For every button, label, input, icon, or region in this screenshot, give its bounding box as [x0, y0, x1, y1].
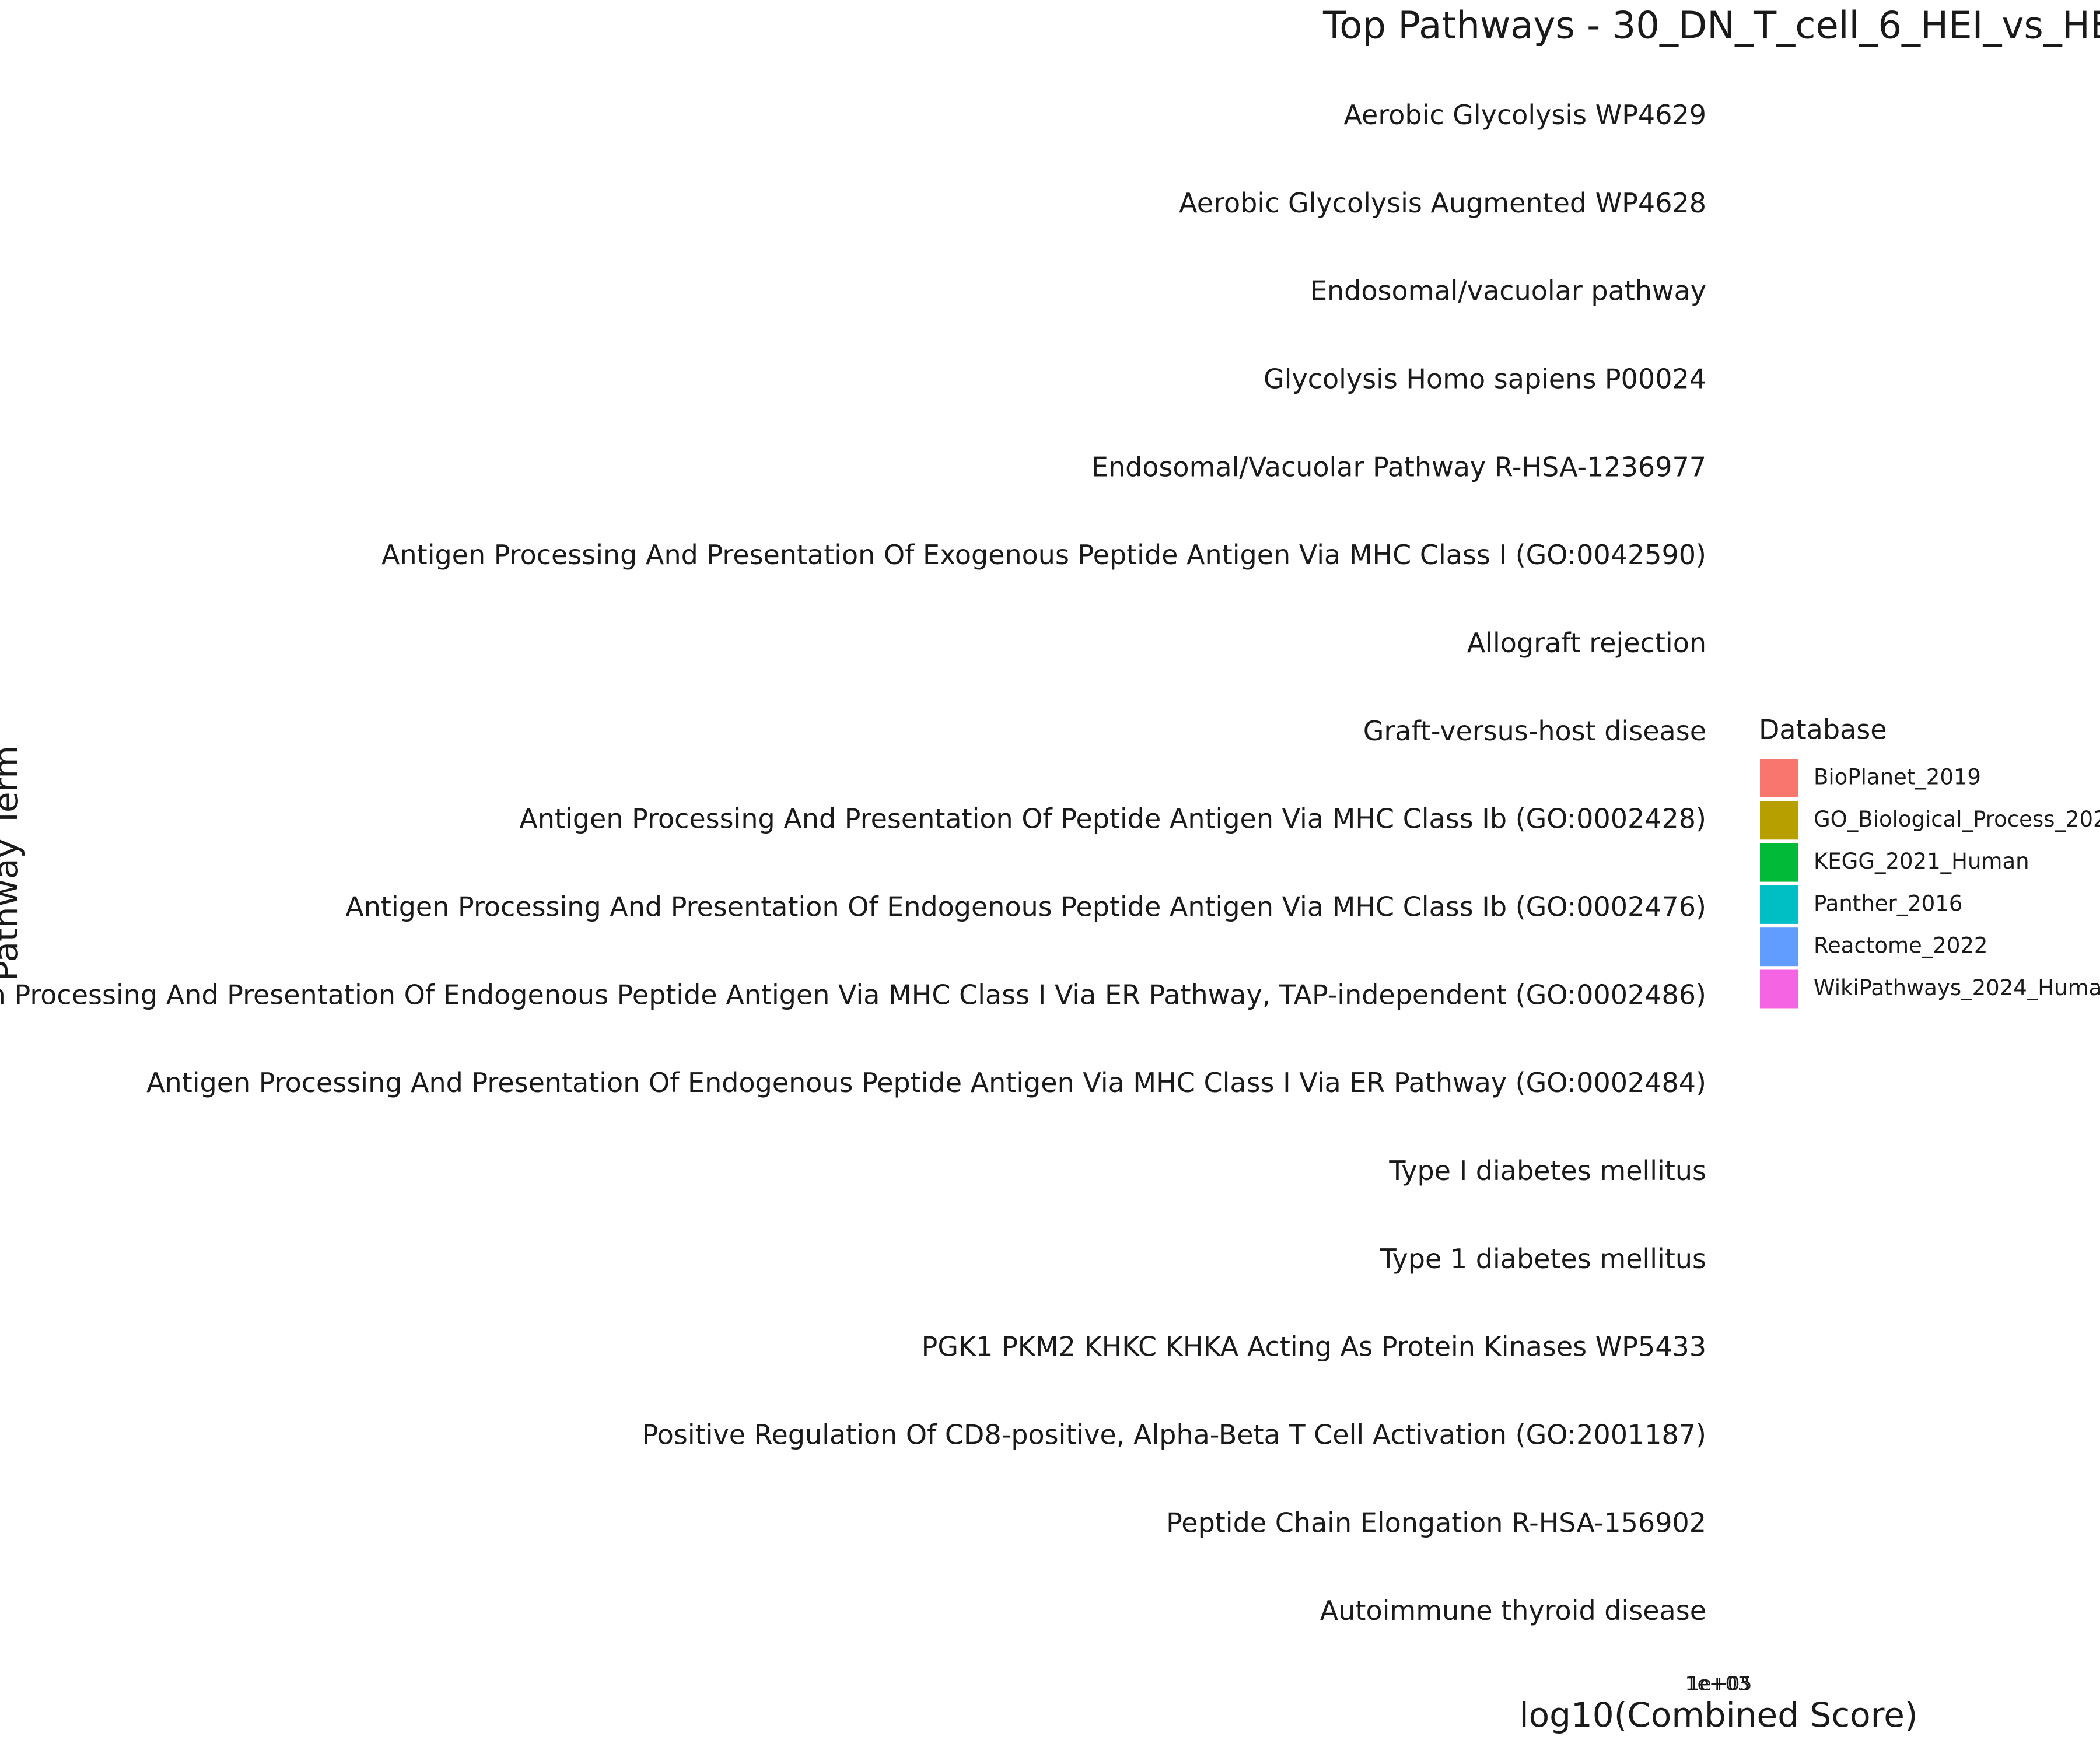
legend-label: Panther_2016: [1814, 891, 1962, 916]
y-tick-label: Endosomal/vacuolar pathway: [1310, 275, 1706, 307]
y-tick-label: PGK1 PKM2 KHKC KHKA Acting As Protein Ki…: [922, 1331, 1706, 1363]
y-tick-label: Antigen Processing And Presentation Of E…: [345, 891, 1706, 922]
y-tick-label: Type 1 diabetes mellitus: [1380, 1243, 1706, 1275]
y-tick-label: Glycolysis Homo sapiens P00024: [1264, 363, 1706, 394]
legend-label: GO_Biological_Process_2023: [1814, 807, 2100, 832]
y-tick-label: Endosomal/Vacuolar Pathway R-HSA-1236977: [1091, 451, 1706, 482]
legend-key: [1760, 928, 1798, 967]
y-tick-label: Allograft rejection: [1467, 627, 1706, 659]
legend-key: [1760, 970, 1798, 1009]
y-tick-label: Peptide Chain Elongation R-HSA-156902: [1166, 1507, 1706, 1538]
legend-label: WikiPathways_2024_Human: [1814, 975, 2100, 1000]
y-tick-label: Antigen Processing And Presentation Of E…: [382, 539, 1706, 570]
y-tick-label: Positive Regulation Of CD8-positive, Alp…: [642, 1419, 1706, 1450]
legend-key: [1760, 843, 1798, 882]
legend-key: [1760, 885, 1798, 924]
x-tick-label: 1e+03: [1685, 1672, 1750, 1695]
y-tick-label: Antigen Processing And Presentation Of E…: [0, 979, 1706, 1010]
chart-title: Top Pathways - 30_DN_T_cell_6_HEI_vs_HEU: [1322, 5, 2100, 48]
legend-label: Reactome_2022: [1814, 933, 1987, 958]
y-tick-label: Aerobic Glycolysis Augmented WP4628: [1179, 187, 1706, 219]
y-tick-label: Antigen Processing And Presentation Of P…: [519, 803, 1706, 835]
legend-key: [1760, 801, 1798, 840]
legend-key: [1760, 759, 1798, 797]
legend-label: BioPlanet_2019: [1814, 765, 1981, 790]
x-tick-label: 1e+05: [1688, 1672, 1752, 1695]
y-tick-label: Antigen Processing And Presentation Of E…: [146, 1067, 1706, 1098]
y-axis-title: Pathway Term: [0, 746, 26, 981]
x-axis-title: log10(Combined Score): [1519, 1695, 1917, 1735]
y-tick-label: Autoimmune thyroid disease: [1320, 1595, 1706, 1626]
y-tick-label: Type I diabetes mellitus: [1388, 1155, 1706, 1186]
legend-title: Database: [1759, 714, 1887, 746]
y-tick-label: Graft-versus-host disease: [1363, 715, 1706, 747]
legend-label: KEGG_2021_Human: [1814, 849, 2029, 874]
y-tick-label: Aerobic Glycolysis WP4629: [1343, 99, 1706, 131]
